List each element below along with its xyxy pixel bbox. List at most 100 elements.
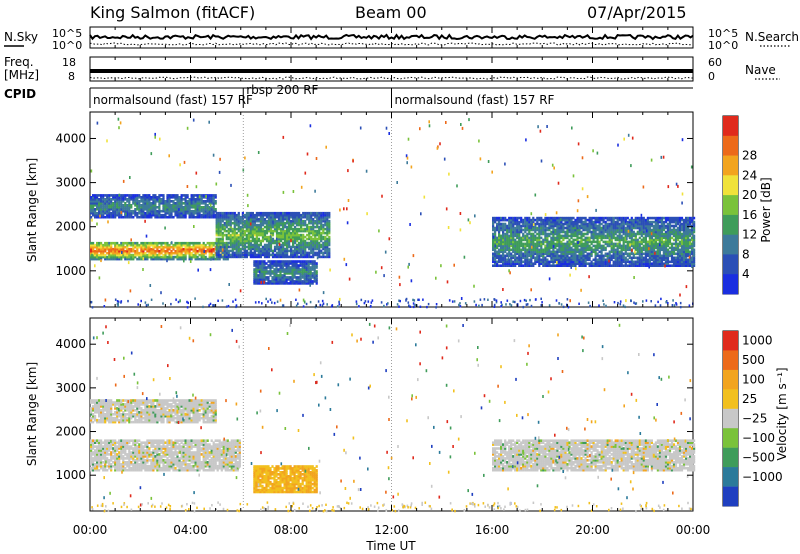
echo-cell (263, 251, 267, 255)
echo-cell (554, 252, 557, 256)
echo-cell (658, 262, 661, 265)
echo-cell (598, 226, 601, 230)
echo-cell (162, 255, 165, 259)
echo-cell (693, 260, 696, 264)
echo-cell (288, 231, 291, 235)
echo-cell (290, 223, 293, 227)
echo-cell (269, 225, 273, 229)
echo-cell (287, 282, 290, 285)
echo-cell (616, 238, 619, 242)
echo-cell (222, 257, 225, 261)
echo-cell (219, 213, 222, 217)
echo-cell (192, 247, 195, 251)
echo-cell (202, 206, 205, 209)
echo-cell (245, 215, 248, 219)
echo-cell (668, 260, 672, 264)
echo-cell (277, 237, 281, 241)
echo-cell (261, 217, 265, 221)
echo-cell (514, 254, 517, 258)
echo-cell (259, 272, 262, 275)
echo-cell (664, 250, 668, 254)
echo-cell (279, 272, 282, 275)
echo-cell (596, 252, 599, 256)
echo-cell (124, 208, 127, 211)
echo-cell (204, 243, 207, 247)
echo-cell (326, 239, 329, 243)
echo-cell (691, 228, 694, 232)
echo-cell (202, 194, 205, 197)
echo-cell (498, 216, 501, 220)
echo-cell (624, 244, 627, 248)
echo-cell (556, 250, 559, 254)
echo-cell-scatter (581, 156, 584, 160)
echo-cell (253, 272, 256, 275)
echo-cell (598, 246, 601, 250)
echo-cell (496, 238, 499, 242)
echo-cell (680, 232, 684, 236)
echo-cell (106, 202, 109, 205)
echo-cell (217, 215, 220, 219)
echo-cell (126, 253, 129, 257)
echo-cell (576, 234, 579, 238)
echo-cell (314, 245, 317, 249)
echo-cell (558, 232, 561, 236)
echo-cell (257, 274, 260, 277)
echo-cell (612, 230, 615, 234)
echo-cell (156, 211, 159, 215)
echo-cell (652, 250, 655, 254)
echo-cell (638, 264, 641, 267)
echo-cell (305, 272, 308, 275)
echo-cell (210, 211, 213, 215)
echo-cell (102, 215, 105, 219)
echo-cell (318, 219, 321, 223)
echo-cell (314, 243, 317, 247)
echo-cell (640, 240, 643, 244)
echo-cell (259, 211, 262, 215)
echo-cell (144, 255, 147, 259)
echo-cell (290, 225, 293, 229)
echo-cell (217, 239, 220, 243)
echo-cell (148, 211, 151, 215)
echo-cell (656, 252, 659, 256)
echo-cell (668, 242, 672, 246)
echo-cell (676, 264, 680, 267)
echo-cell (626, 234, 629, 238)
echo-cell (231, 229, 234, 233)
echo-cell (267, 243, 271, 247)
echo-cell (324, 215, 327, 219)
echo-cell (251, 245, 254, 249)
echo-cell (693, 244, 696, 248)
echo-cell (520, 216, 523, 220)
echo-cell (562, 218, 565, 222)
echo-cell (650, 264, 653, 267)
echo-cell (144, 247, 147, 251)
echo-cell (198, 209, 201, 213)
echo-cell (221, 225, 224, 229)
echo-cell (255, 219, 258, 223)
echo-cell (588, 238, 591, 242)
echo-cell (102, 202, 105, 205)
echo-cell (536, 218, 539, 222)
echo-cell (636, 252, 639, 256)
echo-cell (170, 196, 173, 199)
echo-cell (544, 228, 547, 232)
echo-cell (263, 278, 266, 281)
echo-cell (116, 198, 119, 201)
echo-cell (640, 234, 643, 238)
echo-cell (168, 213, 171, 217)
echo-cell (227, 221, 230, 225)
echo-cell (312, 253, 315, 257)
echo-cell (528, 238, 531, 242)
echo-cell (654, 252, 657, 256)
echo-cell (158, 249, 161, 253)
echo-cell (142, 208, 145, 211)
echo-cell (572, 264, 575, 267)
nave-label: Nave (745, 63, 776, 77)
echo-cell (108, 257, 111, 261)
echo-cell (548, 228, 551, 232)
echo-cell (654, 242, 657, 246)
echo-cell (243, 243, 246, 247)
echo-cell (600, 228, 603, 232)
echo-cell (156, 247, 159, 251)
echo-cell (287, 268, 290, 271)
